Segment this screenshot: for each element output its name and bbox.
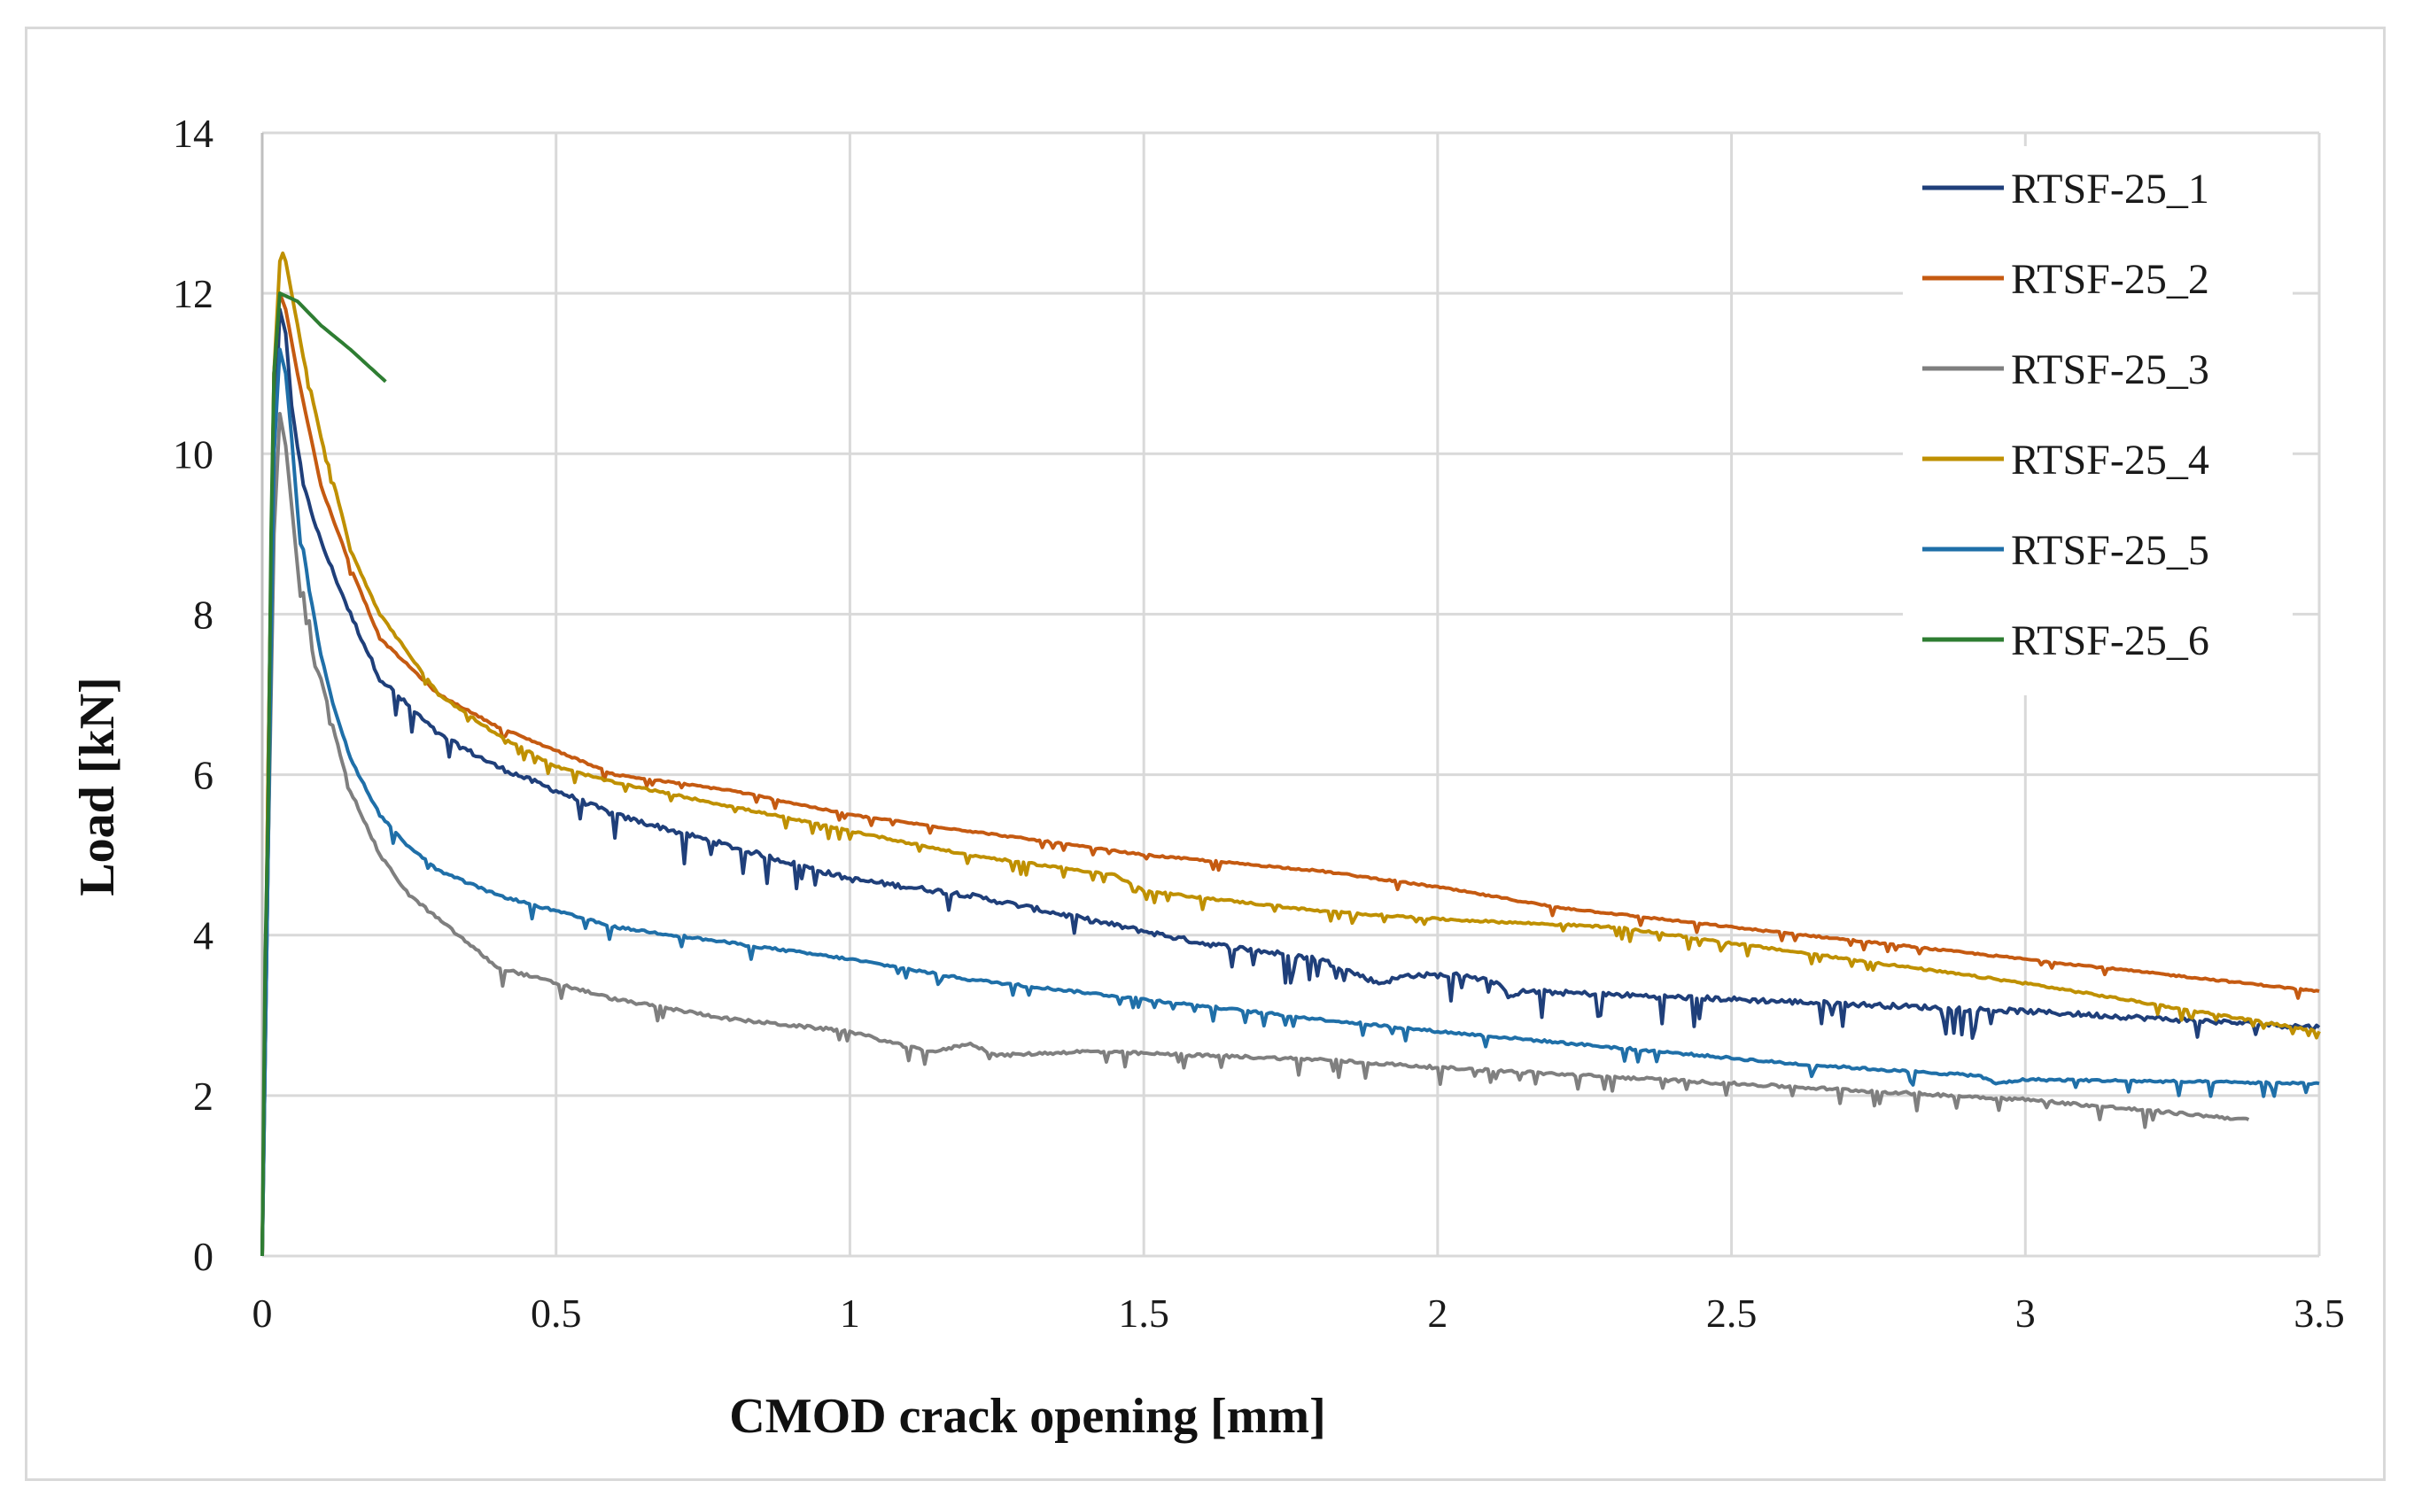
x-tick-label: 1	[840, 1291, 860, 1336]
legend-label: RTSF-25_6	[2011, 617, 2209, 664]
x-tick-label: 1.5	[1118, 1291, 1169, 1336]
legend-label: RTSF-25_3	[2011, 346, 2209, 393]
series-line-rtsf-25_5	[260, 347, 2320, 1257]
y-tick-label: 14	[173, 111, 213, 156]
x-tick-label: 2.5	[1706, 1291, 1758, 1336]
y-tick-label: 4	[193, 913, 213, 958]
x-tick-labels: 0 0.5 1 1.5 2 2.5 3 3.5	[252, 1291, 2345, 1336]
series-lines	[260, 251, 2321, 1257]
legend-background	[1903, 146, 2293, 695]
y-tick-label: 12	[173, 271, 213, 316]
series-line-rtsf-25_4	[260, 251, 2321, 1257]
x-tick-label: 0.5	[531, 1291, 582, 1336]
legend-label: RTSF-25_1	[2011, 166, 2209, 213]
series-line-rtsf-25_2	[260, 291, 2320, 1257]
x-axis-title: CMOD crack opening [mm]	[729, 1389, 1325, 1444]
y-tick-labels: 0 2 4 6 8 10 12 14	[173, 111, 213, 1279]
x-tick-label: 3	[2015, 1291, 2036, 1336]
legend: RTSF-25_1 RTSF-25_2 RTSF-25_3 RTSF-25_4 RTSF…	[1903, 146, 2293, 695]
x-tick-label: 0	[252, 1291, 273, 1336]
legend-label: RTSF-25_4	[2011, 437, 2209, 484]
y-axis-title: Load [kN]	[70, 677, 125, 896]
y-tick-label: 8	[193, 592, 213, 637]
series-line-rtsf-25_6	[260, 291, 387, 1257]
legend-label: RTSF-25_2	[2011, 256, 2209, 303]
y-tick-label: 0	[193, 1234, 213, 1279]
y-tick-label: 2	[193, 1074, 213, 1119]
series-line-rtsf-25_3	[260, 412, 2250, 1257]
legend-label: RTSF-25_5	[2011, 527, 2209, 574]
series-line-rtsf-25_1	[260, 307, 2321, 1257]
y-tick-label: 6	[193, 753, 213, 798]
x-tick-label: 2	[1427, 1291, 1448, 1336]
y-tick-label: 10	[173, 431, 213, 477]
x-tick-label: 3.5	[2294, 1291, 2345, 1336]
